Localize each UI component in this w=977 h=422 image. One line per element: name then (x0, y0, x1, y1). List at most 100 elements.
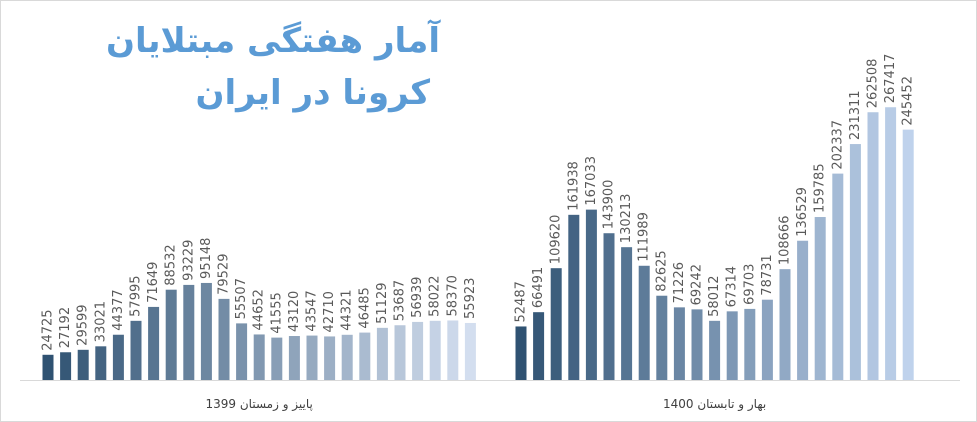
bar (849, 144, 861, 380)
bar (885, 107, 897, 381)
bar (744, 308, 756, 380)
bar (253, 334, 265, 380)
value-label: 159785 (813, 163, 828, 213)
bar (148, 306, 160, 380)
value-label: 66491 (531, 267, 546, 308)
bar (832, 173, 844, 380)
value-label: 53687 (393, 280, 408, 321)
bar (603, 233, 615, 380)
value-label: 43547 (305, 290, 320, 331)
bar (412, 321, 424, 380)
value-label: 109620 (549, 215, 564, 265)
bar (902, 129, 914, 380)
value-label: 24725 (41, 309, 56, 350)
bar (236, 323, 248, 380)
bar (112, 334, 124, 380)
value-label: 130213 (619, 194, 634, 244)
value-label: 57995 (129, 275, 144, 316)
value-label: 33021 (93, 301, 108, 342)
value-label: 108666 (778, 216, 793, 266)
value-label: 202337 (830, 120, 845, 170)
bar (376, 327, 388, 380)
value-label: 46485 (357, 287, 372, 328)
value-label: 44321 (340, 289, 355, 330)
value-label: 167033 (584, 156, 599, 206)
bar (464, 322, 476, 380)
value-label: 111989 (637, 212, 652, 262)
value-label: 69242 (690, 264, 705, 305)
bar (761, 299, 773, 380)
value-label: 161938 (566, 161, 581, 211)
value-label: 79529 (217, 254, 232, 295)
bar (183, 284, 195, 380)
chart-title: کرونا در ایران (195, 73, 430, 113)
bar (585, 209, 597, 380)
value-label: 44652 (252, 289, 267, 330)
value-label: 41555 (269, 292, 284, 333)
value-label: 69703 (742, 264, 757, 305)
bar (568, 214, 580, 380)
value-label: 67314 (725, 266, 740, 307)
value-label: 58022 (428, 275, 443, 316)
group-label: بهار و تابستان 1400 (663, 397, 766, 412)
bar (271, 337, 283, 380)
bar (621, 247, 633, 380)
value-label: 136529 (795, 187, 810, 237)
value-label: 52487 (514, 281, 529, 322)
value-label: 27192 (58, 307, 73, 348)
group-label: پاییز و زمستان 1399 (206, 397, 313, 412)
bar (867, 112, 879, 381)
bar (341, 334, 353, 380)
bar (200, 282, 212, 380)
value-label: 88532 (164, 244, 179, 285)
value-label: 55923 (463, 278, 478, 319)
bar (394, 325, 406, 380)
bar (656, 295, 668, 380)
bar (60, 352, 72, 380)
bar (429, 320, 441, 380)
value-label: 43120 (287, 291, 302, 332)
bar (779, 269, 791, 380)
value-label: 58012 (707, 275, 722, 316)
bar (447, 320, 459, 380)
value-label: 58370 (445, 275, 460, 316)
value-label: 71226 (672, 262, 687, 303)
bar (42, 354, 54, 380)
bar (218, 298, 230, 380)
bar (95, 346, 107, 380)
chart-title: آمار هفتگی مبتلایان (106, 19, 441, 61)
bar (533, 312, 545, 380)
value-label: 78731 (760, 254, 775, 295)
value-label: 262508 (866, 59, 881, 109)
bar (691, 309, 703, 380)
value-label: 267417 (883, 54, 898, 104)
bar (288, 336, 300, 380)
bar (797, 240, 809, 380)
bar (709, 320, 721, 380)
value-label: 55507 (234, 278, 249, 319)
bar (324, 336, 336, 380)
value-label: 231311 (848, 90, 863, 140)
bar (165, 289, 177, 380)
bar (550, 268, 562, 380)
value-label: 245452 (901, 76, 916, 126)
bar (515, 326, 527, 380)
value-label: 42710 (322, 291, 337, 332)
bar (814, 217, 826, 380)
value-label: 44377 (111, 289, 126, 330)
bar (726, 311, 738, 380)
bar (77, 349, 89, 380)
value-label: 82625 (654, 250, 669, 291)
value-label: 56939 (410, 277, 425, 318)
bar (359, 332, 371, 380)
value-label: 143900 (602, 180, 617, 230)
value-label: 51129 (375, 282, 390, 323)
bar (130, 320, 142, 380)
value-label: 29599 (76, 304, 91, 345)
bar (638, 265, 650, 380)
value-label: 93229 (181, 240, 196, 281)
bar (306, 335, 318, 380)
value-label: 95148 (199, 238, 214, 279)
